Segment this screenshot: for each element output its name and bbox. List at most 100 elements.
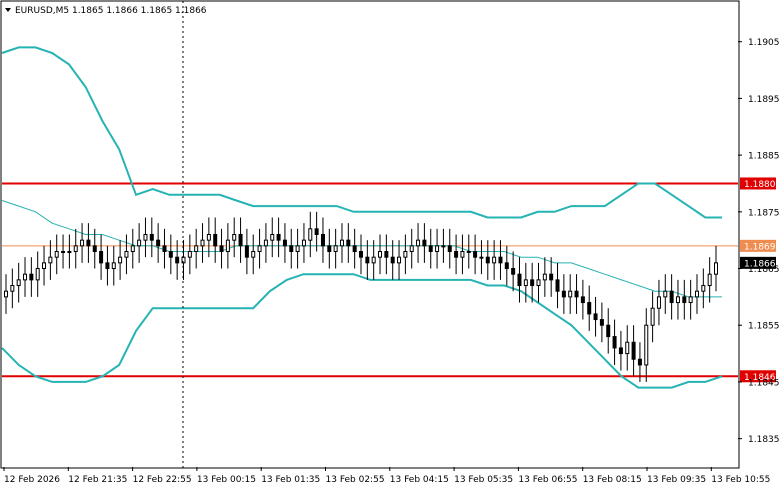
candle-body [35,268,40,281]
candle-body [232,234,237,241]
candle-body [542,273,547,281]
candle-body [206,234,211,241]
candle-body [498,256,503,264]
candle-body [460,251,465,258]
candle-body [479,256,484,259]
x-tick-label: 13 Feb 00:15 [197,475,256,485]
candle-body [447,245,452,253]
candle-body [593,313,598,321]
chevron-down-icon[interactable] [5,8,11,12]
x-tick-label: 12 Feb 21:35 [68,475,127,485]
candle-body [80,239,85,247]
candle-body [599,319,604,326]
candle-body [650,307,655,326]
candle-body [29,273,34,281]
candle-body [67,251,72,254]
candle-body [118,256,123,264]
candle-body [86,239,91,247]
candle-body [714,262,718,275]
level-label: 1.1880 [744,180,776,190]
candle-body [213,234,218,247]
candle-body [656,296,661,309]
candle-body [416,239,421,247]
candle-body [625,341,630,355]
candle-body [289,245,294,253]
x-tick-label: 13 Feb 10:55 [711,475,770,485]
candle-body [168,251,173,258]
candle-body [555,279,560,292]
candle-body [409,245,414,253]
candle-body [54,251,59,258]
chart-title: EURUSD,M5 1.1865 1.1866 1.1865 1.1866 [15,6,207,16]
y-tick-label: 1.1855 [748,322,780,332]
candle-body [16,279,21,287]
candle-body [682,296,687,304]
candle-body [308,228,313,241]
candle-body [359,251,363,258]
x-tick-label: 13 Feb 08:15 [583,475,642,485]
candle-body [637,358,642,366]
candle-body [663,290,668,298]
time-axis: 12 Feb 2026 12 Feb 21:35 12 Feb 22:55 13 Fe… [3,467,770,485]
level-label-box [740,177,776,190]
candle-body [238,234,243,247]
y-tick-label: 1.1905 [748,38,780,48]
candle-body [73,245,78,253]
x-tick-label: 13 Feb 05:35 [454,475,513,485]
candle-body [130,245,135,253]
candle-body [631,341,636,360]
x-tick-label: 13 Feb 02:55 [326,475,385,485]
candle-body [42,262,47,270]
candle-body [511,268,516,275]
candle-body [61,251,66,254]
candle-body [4,290,8,298]
candle-body [10,285,15,292]
candle-body [143,234,148,241]
candle-body [403,251,408,258]
candle-body [352,245,357,253]
candle-body [574,290,579,298]
x-tick-label: 12 Feb 22:55 [133,475,192,485]
x-tick-label: 12 Feb 2026 [4,475,60,485]
candles [4,211,718,382]
candle-body [194,245,199,253]
candle-body [365,256,370,264]
level-label: 1.1869 [744,242,776,252]
candle-body [561,290,566,298]
candle-body [339,239,344,247]
bollinger-upper [1,46,722,219]
candle-body [276,234,281,241]
candle-body [251,251,256,258]
candle-body [397,256,402,264]
candle-body [568,290,573,298]
candle-body [580,296,585,304]
candle-body [99,251,104,264]
candle-body [694,290,699,298]
candle-body [244,245,249,258]
candle-body [466,251,471,254]
candle-body [435,245,440,253]
candle-body [333,245,338,253]
candle-body [587,302,592,315]
candle-body [346,239,351,247]
candle-body [225,239,230,253]
candle-body [301,239,306,247]
bollinger-lower [1,273,723,389]
y-tick-label: 1.1865 [748,265,780,275]
candle-body [282,239,287,247]
candle-body [606,324,611,338]
candle-body [618,347,623,355]
y-tick-label: 1.1835 [748,435,780,445]
candle-body [257,245,262,253]
candle-body [92,245,97,253]
candle-body [156,239,161,247]
x-tick-label: 13 Feb 06:55 [518,475,577,485]
candle-body [549,273,554,281]
bollinger-middle [1,200,722,298]
candle-body [162,245,167,253]
y-tick-label: 1.1875 [748,208,780,218]
candle-body [124,251,129,258]
candle-body [517,273,522,287]
candle-body [454,251,459,258]
